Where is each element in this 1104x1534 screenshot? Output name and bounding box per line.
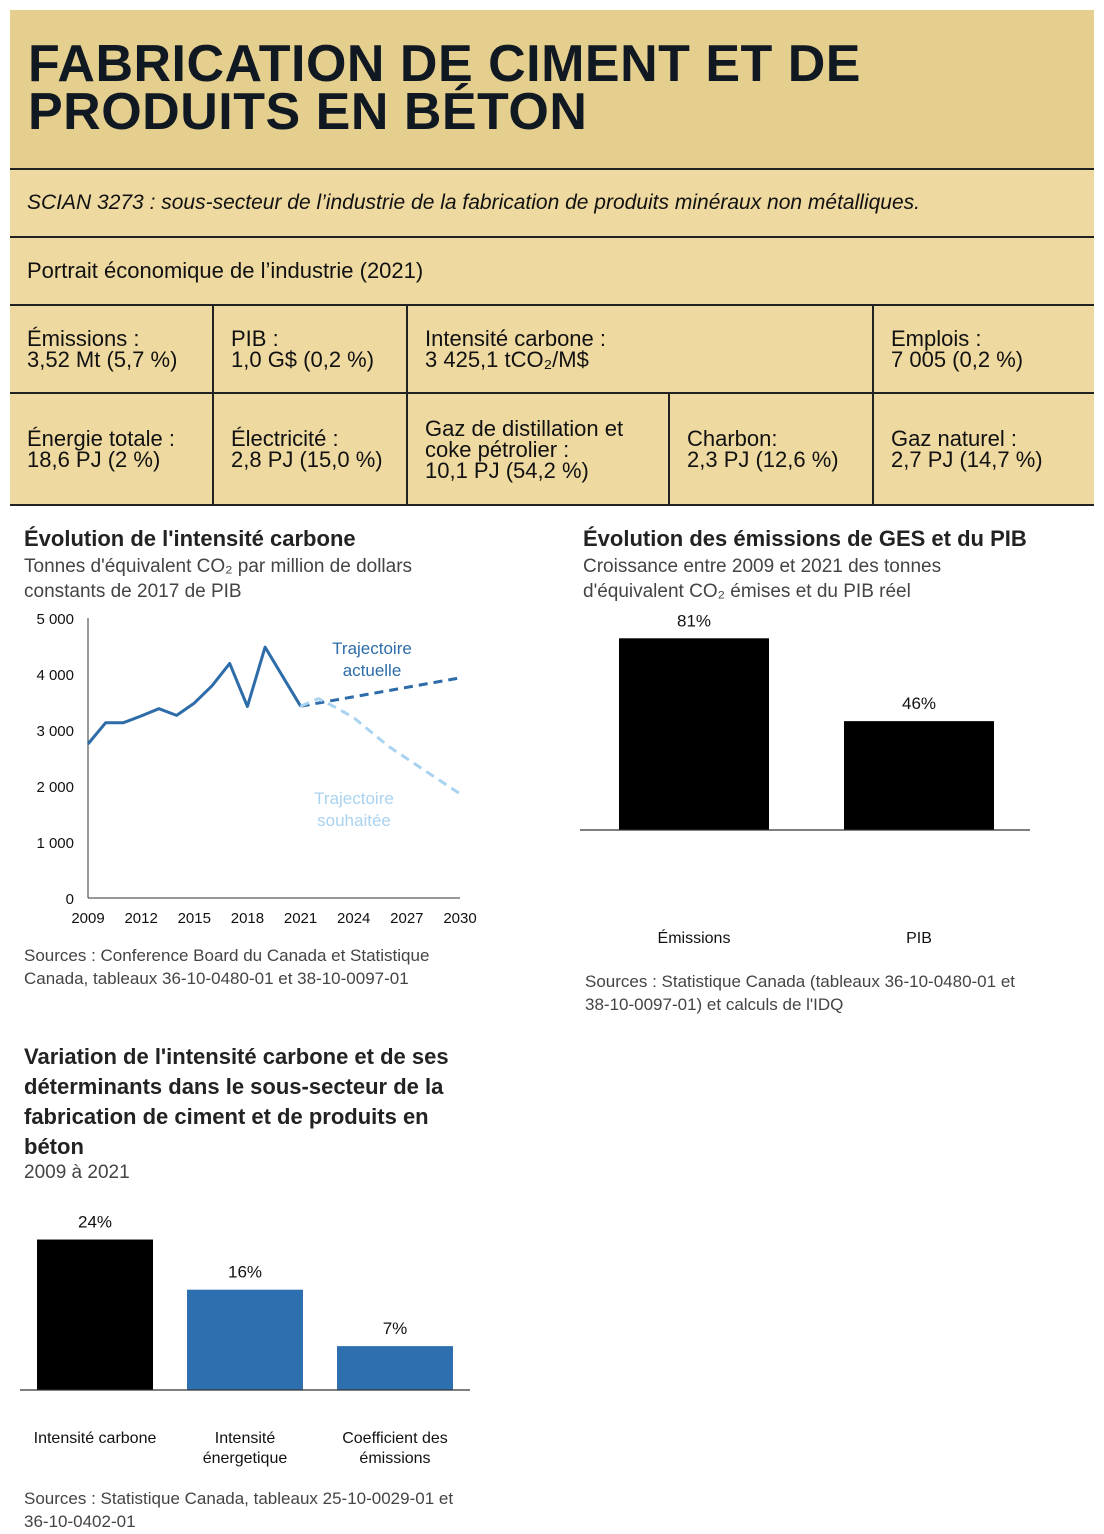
chart1-subtitle: Tonnes d'équivalent CO₂ par million de d… (24, 556, 413, 602)
indicator-label: Gaz naturel : (891, 426, 1017, 451)
indicator-gaz-distillation: Gaz de distillation et coke pétrolier : … (408, 394, 670, 504)
indicators-row-1: Émissions : 3,52 Mt (5,7 %) PIB : 1,0 G$… (10, 306, 1094, 394)
chart3-sources: Sources : Statistique Canada, tableaux 2… (24, 1489, 454, 1531)
chart3-subtitle: 2009 à 2021 (24, 1162, 130, 1183)
chart1-sources: Sources : Conference Board du Canada et … (24, 946, 430, 988)
indicators-row-2: Énergie totale : 18,6 PJ (2 %) Électrici… (10, 394, 1094, 506)
indicator-value: 1,0 G$ (0,2 %) (231, 347, 375, 372)
scian-band: SCIAN 3273 : sous-secteur de l’industrie… (10, 170, 1094, 238)
indicator-label: Électricité : (231, 426, 339, 451)
portrait-band: Portrait économique de l’industrie (2021… (10, 238, 1094, 306)
category-label: Coefficient des émissions (342, 1430, 448, 1467)
y-tick-label: 1 000 (36, 835, 74, 852)
title-band: FABRICATION DE CIMENT ET DE PRODUITS EN … (10, 10, 1094, 170)
indicator-label: Emplois : (891, 326, 982, 351)
category-label: Intensité carbone (34, 1430, 157, 1447)
y-tick-label: 5 000 (36, 611, 74, 628)
intensity-line-chart: 0 1 000 2 000 3 000 4 000 5 000 2009 2012 2015 20… (36, 611, 476, 927)
chart2-sources: Sources : Statistique Canada (tableaux 3… (585, 972, 1015, 1014)
indicator-label: Charbon: (687, 426, 778, 451)
indicator-emplois: Emplois : 7 005 (0,2 %) (874, 306, 1094, 392)
data-label: 46% (902, 694, 936, 713)
indicator-gaz-naturel: Gaz naturel : 2,7 PJ (14,7 %) (874, 394, 1094, 504)
x-tick-label: 2018 (231, 910, 264, 927)
indicator-label: Gaz de distillation et coke pétrolier : (425, 415, 624, 462)
chart2-title: Évolution des émissions de GES et du PIB (583, 526, 1027, 551)
indicator-charbon: Charbon: 2,3 PJ (12,6 %) (670, 394, 874, 504)
indicator-value: 7 005 (0,2 %) (891, 347, 1024, 372)
bar (187, 1289, 303, 1390)
indicator-value: 3 425,1 tCO₂/M$ (425, 347, 589, 372)
category-label: Intensité énergetique (203, 1430, 288, 1467)
ges-pib-bar-chart: 81% Émissions 46% PIB (580, 611, 1030, 947)
x-tick-label: 2021 (284, 910, 317, 927)
annotation-target: Trajectoire souhaitée (314, 789, 394, 830)
scian-text: SCIAN 3273 : sous-secteur de l’industrie… (27, 191, 920, 214)
x-tick-label: 2024 (337, 910, 370, 927)
chart1-title: Évolution de l'intensité carbone (24, 526, 356, 551)
indicator-label: Émissions : (27, 326, 140, 351)
annotation-actual: Trajectoire actuelle (332, 639, 412, 680)
x-tick-label: 2030 (443, 910, 476, 927)
y-tick-label: 3 000 (36, 723, 74, 740)
determinants-bar-chart: 24% Intensité carbone 16% Intensité énergeti… (20, 1213, 470, 1467)
y-tick-label: 0 (66, 891, 74, 908)
data-label: 81% (677, 611, 711, 630)
series-line (86, 645, 302, 745)
x-tick-label: 2015 (178, 910, 211, 927)
header-panel: FABRICATION DE CIMENT ET DE PRODUITS EN … (10, 10, 1094, 506)
indicator-pib: PIB : 1,0 G$ (0,2 %) (214, 306, 408, 392)
x-tick-label: 2009 (71, 910, 104, 927)
indicator-emissions: Émissions : 3,52 Mt (5,7 %) (10, 306, 214, 392)
indicator-value: 2,8 PJ (15,0 %) (231, 447, 383, 472)
indicator-intensite: Intensité carbone : 3 425,1 tCO₂/M$ (408, 306, 874, 392)
indicator-electricite: Électricité : 2,8 PJ (15,0 %) (214, 394, 408, 504)
chart2-subtitle: Croissance entre 2009 et 2021 des tonnes… (583, 556, 942, 602)
data-label: 24% (78, 1213, 112, 1232)
indicator-value: 3,52 Mt (5,7 %) (27, 347, 178, 372)
bar (844, 721, 994, 830)
y-tick-label: 4 000 (36, 667, 74, 684)
bar (619, 638, 769, 830)
chart3-title: Variation de l'intensité carbone et de s… (24, 1044, 449, 1159)
y-tick-label: 2 000 (36, 779, 74, 796)
series-line (300, 676, 461, 708)
indicator-value: 10,1 PJ (54,2 %) (425, 457, 589, 483)
indicator-label: PIB : (231, 326, 279, 351)
page-title: FABRICATION DE CIMENT ET DE PRODUITS EN … (28, 35, 861, 141)
indicator-label: Intensité carbone : (425, 326, 607, 351)
data-label: 16% (228, 1263, 262, 1282)
x-tick-label: 2027 (390, 910, 423, 927)
bar (37, 1239, 153, 1390)
category-label: Émissions (658, 928, 731, 947)
data-label: 7% (383, 1319, 408, 1338)
x-tick-label: 2012 (124, 910, 157, 927)
indicator-energie: Énergie totale : 18,6 PJ (2 %) (10, 394, 214, 504)
indicator-label: Énergie totale : (27, 426, 175, 451)
bar (337, 1346, 453, 1390)
indicator-value: 18,6 PJ (2 %) (27, 447, 161, 472)
indicator-value: 2,3 PJ (12,6 %) (687, 447, 839, 472)
category-label: PIB (906, 930, 932, 947)
series-line (300, 697, 461, 796)
portrait-text: Portrait économique de l’industrie (2021… (27, 258, 424, 283)
indicator-value: 2,7 PJ (14,7 %) (891, 447, 1043, 472)
